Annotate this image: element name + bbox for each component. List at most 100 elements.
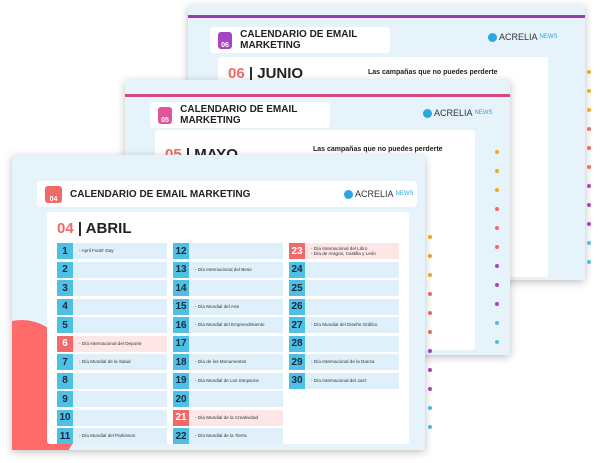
dot xyxy=(587,146,591,150)
logo: ACRELIA NEWS xyxy=(423,108,493,118)
day-row: 1 - April Fools' Day xyxy=(57,243,167,259)
badge: 04 xyxy=(45,185,62,203)
day-row: 24 xyxy=(289,261,399,278)
day-row: 28 xyxy=(289,335,399,352)
dot xyxy=(495,264,499,268)
day-row: 12 xyxy=(173,243,283,259)
day-row: 7 - Día Mundial de la Salud xyxy=(57,354,167,370)
day-number: 19 xyxy=(173,372,189,389)
day-events: - Día Internacional de la Danza xyxy=(311,359,374,365)
subtitle: Las campañas que no puedes perderte xyxy=(313,146,443,153)
dot xyxy=(587,127,591,131)
dot xyxy=(428,368,432,372)
event: - Día Mundial de la Creatividad xyxy=(195,414,259,420)
day-number: 15 xyxy=(173,298,189,315)
day-row: 30 - Día Internacional del Jazz xyxy=(289,372,399,389)
day-row: 8 xyxy=(57,372,167,389)
day-number: 8 xyxy=(57,372,73,389)
day-row: 10 xyxy=(57,409,167,426)
logo-suffix: NEWS xyxy=(474,110,493,116)
badge: 05 xyxy=(158,106,173,124)
day-number: 29 xyxy=(289,354,305,370)
day-number: 24 xyxy=(289,261,305,278)
day-number: 14 xyxy=(173,280,189,296)
subtitle: Las campañas que no puedes perderte xyxy=(368,69,498,76)
dot xyxy=(428,425,432,429)
day-number: 30 xyxy=(289,372,305,389)
event: - Día Internacional del Libro xyxy=(311,245,368,251)
day-events: - Día Mundial de Los Simpsons xyxy=(195,378,259,384)
day-number: 3 xyxy=(57,280,73,296)
dot xyxy=(587,222,591,226)
event: - Día de Aragon, Castilla y León xyxy=(311,251,376,256)
day-number: 17 xyxy=(173,335,189,352)
day-number: 10 xyxy=(57,409,73,426)
day-number: 13 xyxy=(173,261,189,278)
event: - Día Internacional de la Danza xyxy=(311,359,375,365)
day-row: 18 - Día de los Monumentos xyxy=(173,354,283,370)
logo: ACRELIA NEWS xyxy=(344,189,414,199)
dot xyxy=(495,302,499,306)
day-number: 1 xyxy=(57,243,73,259)
day-row: 14 xyxy=(173,280,283,296)
dot xyxy=(495,150,499,154)
day-number: 11 xyxy=(57,428,73,444)
header: 06 CALENDARIO DE EMAIL MARKETING xyxy=(210,27,390,53)
day-row: 2 xyxy=(57,261,167,278)
day-events: - Día Mundial del Arte xyxy=(195,304,239,310)
dot xyxy=(587,89,591,93)
day-events: - Día Internacional del Jazz xyxy=(311,378,367,384)
day-number: 20 xyxy=(173,391,189,407)
day-events: - Día Mundial del Parkinson xyxy=(79,433,135,439)
day-number: 16 xyxy=(173,317,189,333)
day-events: - Día Internacional del Libro - Día de Ar… xyxy=(311,246,376,257)
logo-suffix: NEWS xyxy=(395,191,414,197)
logo-brand: ACRELIA xyxy=(499,32,538,42)
day-number: 2 xyxy=(57,261,73,278)
month-number: 04 xyxy=(57,220,74,237)
header: 04 CALENDARIO DE EMAIL MARKETING xyxy=(37,181,417,207)
day-events: - Día Mundial del Diseño Gráfico xyxy=(311,322,377,328)
day-number: 21 xyxy=(173,409,189,426)
month: 04 | ABRIL xyxy=(57,220,132,237)
day-events: - Día de los Monumentos xyxy=(195,359,246,365)
day-events: - April Fools' Day xyxy=(79,248,114,254)
day-row: 16 - Día Mundial del Emprendimiento xyxy=(173,317,283,333)
day-number: 18 xyxy=(173,354,189,370)
logo: ACRELIA NEWS xyxy=(488,32,558,42)
dot xyxy=(587,241,591,245)
event: - Día Mundial del Arte xyxy=(195,303,240,309)
dot xyxy=(428,292,432,296)
event: - April Fools' Day xyxy=(79,248,114,254)
dot xyxy=(495,245,499,249)
day-row: 6 - Día Internacional del Deporte xyxy=(57,335,167,352)
day-number: 12 xyxy=(173,243,189,259)
day-events: - Día Mundial de la Creatividad xyxy=(195,415,258,421)
dot xyxy=(587,70,591,74)
event: - Día Mundial del Parkinson xyxy=(79,433,136,439)
event: - Día Internacional del Beso xyxy=(195,266,252,272)
dot xyxy=(428,254,432,258)
day-number: 7 xyxy=(57,354,73,370)
day-number: 25 xyxy=(289,280,305,296)
event: - Día Internacional del Jazz xyxy=(311,377,367,383)
dot xyxy=(495,169,499,173)
title: CALENDARIO DE EMAIL MARKETING xyxy=(240,29,358,51)
dot xyxy=(495,340,499,344)
dot xyxy=(495,321,499,325)
page-april: 04 CALENDARIO DE EMAIL MARKETING ACRELIA N… xyxy=(12,155,425,450)
day-row: 13 - Día Internacional del Beso xyxy=(173,261,283,278)
day-row: 20 xyxy=(173,391,283,407)
day-row: 15 - Día Mundial del Arte xyxy=(173,298,283,315)
logo-brand: ACRELIA xyxy=(434,108,473,118)
month-name: JUNIO xyxy=(257,65,304,82)
day-row: 21 - Día Mundial de la Creatividad xyxy=(173,409,283,426)
dot xyxy=(428,330,432,334)
dot xyxy=(587,165,591,169)
month: 06 | JUNIO xyxy=(228,65,304,82)
header: 05 CALENDARIO DE EMAIL MARKETING xyxy=(150,102,330,128)
dot xyxy=(428,349,432,353)
logo-brand: ACRELIA xyxy=(355,189,394,199)
title: CALENDARIO DE EMAIL MARKETING xyxy=(70,188,251,200)
